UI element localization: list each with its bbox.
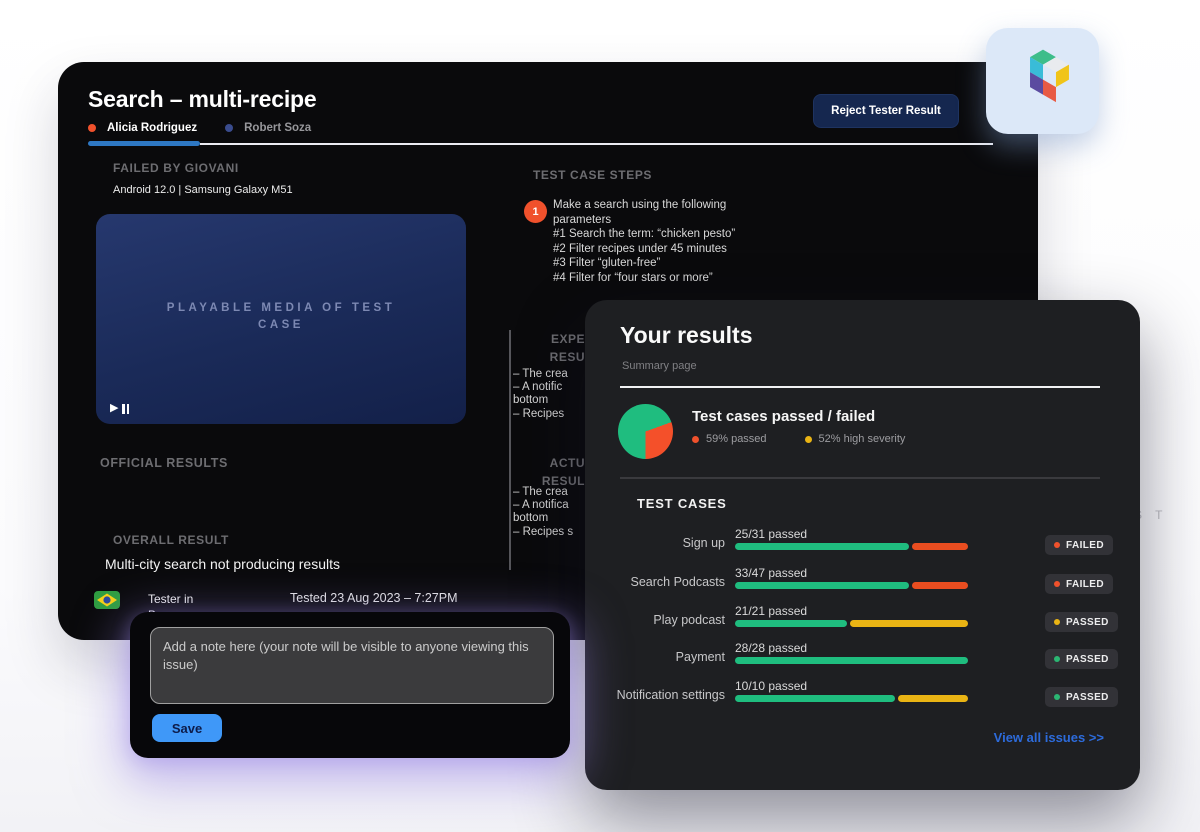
test-case-name: Sign up bbox=[682, 536, 725, 550]
video-placeholder-text: PLAYABLE MEDIA OF TEST CASE bbox=[166, 302, 396, 331]
pass-fail-pie-chart bbox=[618, 404, 673, 459]
tab-underline bbox=[200, 143, 993, 145]
table-row: Payment 28/28 passed PASSED bbox=[585, 641, 1140, 675]
actual-results-text: – The crea – A notifica bottom – Recipes… bbox=[513, 486, 574, 538]
test-case-name: Play podcast bbox=[653, 613, 725, 627]
table-row: Search Podcasts 33/47 passed FAILED bbox=[585, 566, 1140, 600]
passed-count: 25/31 passed bbox=[735, 527, 808, 541]
table-row: Play podcast 21/21 passed PASSED bbox=[585, 604, 1140, 638]
status-badge: FAILED bbox=[1045, 535, 1113, 555]
step-description: Make a search using the following parame… bbox=[553, 199, 736, 284]
official-results-label: OFFICIAL RESULTS bbox=[100, 456, 228, 470]
progress-bar bbox=[735, 657, 968, 664]
tested-date: Tested 23 Aug 2023 – 7:27PM bbox=[290, 591, 458, 605]
passed-count: 10/10 passed bbox=[735, 679, 808, 693]
expected-results-text: – The crea – A notific bottom – Recipes bbox=[513, 368, 568, 420]
status-text: PASSED bbox=[1066, 616, 1109, 628]
add-note-overlay: Save bbox=[130, 612, 570, 758]
your-results-panel: Your results Summary page Test cases pas… bbox=[585, 300, 1140, 790]
test-cases-label: TEST CASES bbox=[637, 496, 727, 511]
test-case-name: Search Podcasts bbox=[630, 575, 726, 589]
note-input[interactable] bbox=[150, 627, 554, 704]
play-pause-control[interactable]: ▶ bbox=[110, 402, 130, 414]
app-logo-card bbox=[986, 28, 1099, 134]
cube-logo-icon bbox=[1029, 49, 1069, 103]
results-subtitle: Summary page bbox=[622, 360, 697, 372]
passed-count: 33/47 passed bbox=[735, 566, 808, 580]
expected-results-label: EXPE RESU bbox=[549, 332, 585, 364]
view-all-issues-link[interactable]: View all issues >> bbox=[993, 730, 1104, 745]
tester-status-dot bbox=[225, 124, 234, 132]
tab-label: Robert Soza bbox=[244, 122, 312, 134]
status-dot bbox=[1054, 581, 1060, 587]
legend-label: 52% high severity bbox=[818, 433, 906, 445]
table-row: Notification settings 10/10 passed PASSE… bbox=[585, 679, 1140, 713]
legend-label: 59% passed bbox=[706, 433, 767, 445]
overall-result-label: OVERALL RESULT bbox=[113, 533, 229, 547]
progress-bar bbox=[735, 620, 968, 627]
status-badge: PASSED bbox=[1045, 687, 1118, 707]
status-dot bbox=[1054, 694, 1060, 700]
test-case-video[interactable]: PLAYABLE MEDIA OF TEST CASE ▶ bbox=[96, 214, 466, 424]
tab-label: Alicia Rodriguez bbox=[107, 122, 198, 134]
play-icon: ▶ bbox=[110, 402, 119, 414]
chart-legend: 59% passed 52% high severity bbox=[692, 433, 905, 445]
step-number-badge: 1 bbox=[524, 200, 547, 223]
brazil-flag-icon bbox=[94, 591, 120, 609]
divider bbox=[620, 477, 1100, 479]
reject-tester-result-button[interactable]: Reject Tester Result bbox=[813, 94, 959, 128]
tab-robert-soza[interactable]: Robert Soza bbox=[225, 122, 311, 134]
chart-heading: Test cases passed / failed bbox=[692, 408, 876, 425]
background-text: S T bbox=[1134, 508, 1168, 522]
progress-bar bbox=[735, 695, 968, 702]
results-title: Your results bbox=[620, 322, 753, 348]
save-button[interactable]: Save bbox=[152, 714, 222, 742]
status-badge: PASSED bbox=[1045, 649, 1118, 669]
tester-status-dot bbox=[88, 124, 96, 132]
overall-result-text: Multi-city search not producing results bbox=[105, 556, 340, 572]
active-tab-indicator bbox=[88, 141, 200, 146]
results-divider bbox=[509, 330, 511, 570]
status-text: PASSED bbox=[1066, 691, 1109, 703]
pause-icon bbox=[122, 403, 130, 414]
status-dot bbox=[1054, 619, 1060, 625]
legend-item-passed: 59% passed bbox=[692, 433, 767, 445]
progress-bar bbox=[735, 582, 968, 589]
page-title: Search – multi-recipe bbox=[88, 86, 317, 112]
tab-alicia-rodriguez[interactable]: Alicia Rodriguez bbox=[88, 122, 197, 134]
failed-by-label: FAILED BY GIOVANI bbox=[113, 161, 239, 175]
status-badge: PASSED bbox=[1045, 612, 1118, 632]
legend-dot bbox=[804, 435, 812, 443]
legend-dot bbox=[692, 435, 699, 443]
actual-results-label: ACTU RESUL bbox=[541, 456, 585, 488]
progress-bar bbox=[735, 543, 968, 550]
passed-count: 28/28 passed bbox=[735, 641, 808, 655]
status-text: FAILED bbox=[1066, 539, 1104, 551]
status-text: PASSED bbox=[1066, 653, 1109, 665]
passed-count: 21/21 passed bbox=[735, 604, 808, 618]
status-text: FAILED bbox=[1066, 578, 1104, 590]
legend-item-severity: 52% high severity bbox=[804, 433, 906, 445]
test-case-name: Notification settings bbox=[616, 688, 725, 702]
status-badge: FAILED bbox=[1045, 574, 1113, 594]
status-dot bbox=[1054, 542, 1060, 548]
device-info: Android 12.0 | Samsung Galaxy M51 bbox=[113, 184, 293, 196]
tester-tabs: Alicia Rodriguez Robert Soza bbox=[88, 122, 311, 134]
table-row: Sign up 25/31 passed FAILED bbox=[585, 527, 1140, 561]
test-case-steps-label: TEST CASE STEPS bbox=[533, 168, 653, 182]
divider bbox=[620, 386, 1100, 388]
status-dot bbox=[1054, 656, 1060, 662]
test-case-name: Payment bbox=[675, 650, 725, 664]
